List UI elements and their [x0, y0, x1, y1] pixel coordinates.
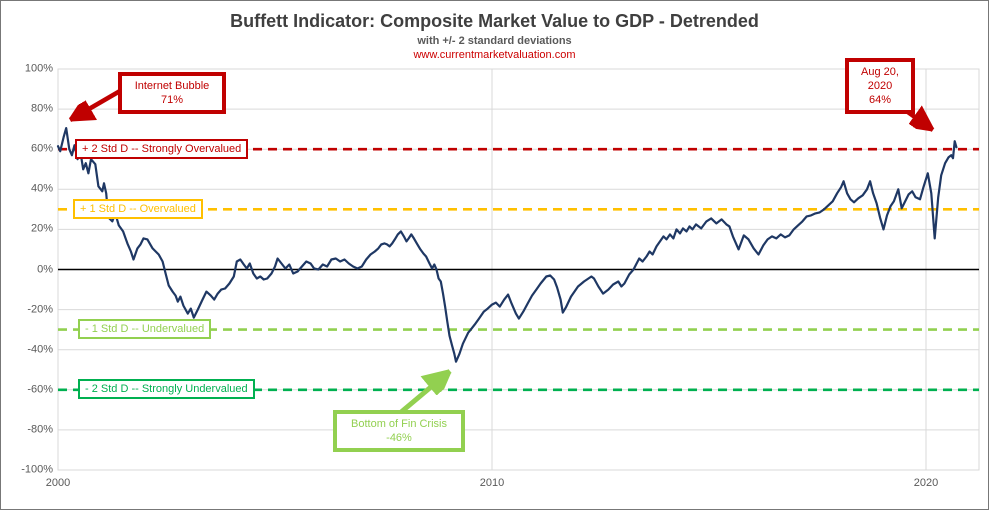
- x-axis-tick-label: 2000: [45, 477, 71, 489]
- y-axis-tick-label: 40%: [30, 182, 53, 195]
- y-axis-tick-label: -40%: [27, 343, 53, 356]
- reference-label-overvalued: + 1 Std D -- Overvalued: [73, 199, 203, 219]
- annotation-text: Internet Bubble: [134, 80, 210, 92]
- y-axis-tick-label: 60%: [30, 142, 53, 155]
- annotation-aug-20-2020: Aug 20, 2020 64%: [845, 58, 915, 114]
- x-axis-tick-label: 2010: [479, 477, 505, 489]
- y-axis-tick-label: -100%: [21, 463, 53, 476]
- chart-title: Buffett Indicator: Composite Market Valu…: [230, 11, 759, 31]
- y-axis-tick-label: -80%: [27, 423, 53, 436]
- annotation-text: 2020: [867, 80, 893, 92]
- y-axis-tick-label: -60%: [27, 383, 53, 396]
- reference-label-strongly-overvalued: + 2 Std D -- Strongly Overvalued: [75, 139, 249, 159]
- annotation-text: Bottom of Fin Crisis: [351, 418, 447, 430]
- chart-subtitle: with +/- 2 standard deviations: [417, 35, 572, 47]
- annotation-bottom-fin-crisis: Bottom of Fin Crisis -46%: [333, 410, 465, 452]
- annotation-value: 71%: [160, 94, 184, 106]
- annotation-text: Aug 20,: [861, 66, 899, 78]
- annotation-value: -46%: [386, 432, 412, 444]
- x-axis-tick-label: 2020: [913, 477, 939, 489]
- y-axis-tick-label: 80%: [30, 102, 53, 115]
- y-axis-tick-label: -20%: [27, 303, 53, 316]
- y-axis-tick-label: 0%: [37, 263, 53, 275]
- y-axis-tick-label: 20%: [30, 222, 53, 235]
- source-url: www.currentmarketvaluation.com: [413, 49, 576, 61]
- reference-label-undervalued: - 1 Std D -- Undervalued: [78, 319, 212, 339]
- annotation-internet-bubble: Internet Bubble 71%: [118, 72, 226, 114]
- annotation-value: 64%: [868, 94, 892, 106]
- y-axis-tick-label: 100%: [24, 62, 53, 75]
- reference-label-strongly-undervalued: - 2 Std D -- Strongly Undervalued: [78, 379, 255, 399]
